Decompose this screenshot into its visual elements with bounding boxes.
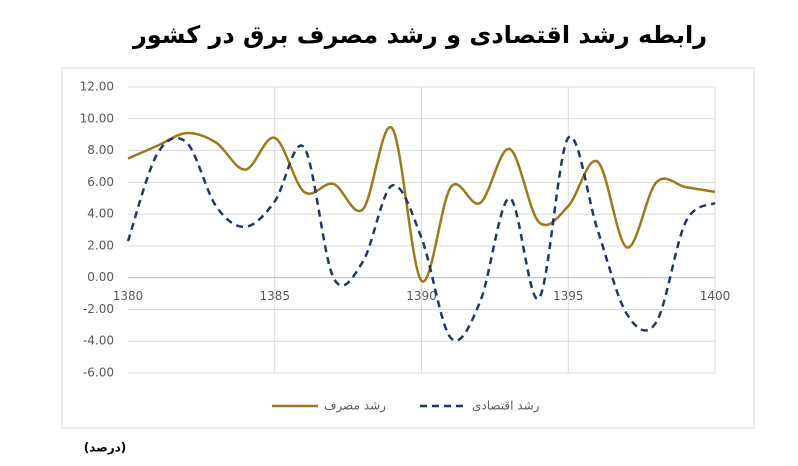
x-tick-label: 1395 [553, 289, 584, 303]
y-tick-label: 0.00 [87, 270, 114, 284]
y-tick-label: -6.00 [83, 366, 114, 380]
y-tick-label: 10.00 [80, 111, 114, 125]
chart-frame [61, 67, 755, 429]
y-tick-label: -2.00 [83, 302, 114, 316]
x-tick-label: 1390 [406, 289, 437, 303]
unit-note: (درصد) [84, 441, 127, 455]
y-tick-label: 2.00 [87, 238, 114, 252]
chart-title: رابطه رشد اقتصادی و رشد مصرف برق در کشور [132, 21, 707, 49]
legend-label: رشد مصرف [324, 399, 386, 414]
x-tick-label: 1380 [113, 289, 144, 303]
y-tick-label: 4.00 [87, 207, 114, 221]
y-tick-label: 6.00 [87, 175, 114, 189]
series-line [127, 126, 716, 283]
x-tick-label: 1385 [259, 289, 290, 303]
y-tick-label: 8.00 [87, 143, 114, 157]
legend-label: رشد اقتصادی [472, 399, 540, 414]
y-tick-label: 12.00 [80, 80, 114, 94]
x-tick-label: 1400 [700, 289, 731, 303]
y-tick-label: -4.00 [83, 334, 114, 348]
